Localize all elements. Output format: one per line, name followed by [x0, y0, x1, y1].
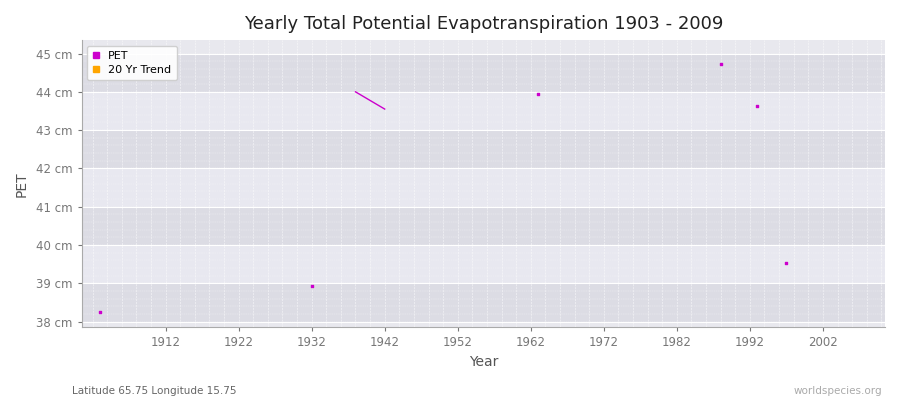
PET: [531, 90, 545, 97]
PET: [304, 283, 319, 289]
PET: [714, 61, 728, 68]
PET: [779, 260, 794, 266]
Y-axis label: PET: PET: [15, 171, 29, 196]
Text: worldspecies.org: worldspecies.org: [794, 386, 882, 396]
Text: Latitude 65.75 Longitude 15.75: Latitude 65.75 Longitude 15.75: [72, 386, 237, 396]
Bar: [82, 283, 885, 322]
PET: [750, 103, 764, 109]
Bar: [82, 245, 885, 283]
Bar: [82, 207, 885, 245]
Bar: [82, 168, 885, 207]
Title: Yearly Total Potential Evapotranspiration 1903 - 2009: Yearly Total Potential Evapotranspiratio…: [244, 15, 723, 33]
Bar: [82, 92, 885, 130]
X-axis label: Year: Year: [469, 355, 498, 369]
Legend: PET, 20 Yr Trend: PET, 20 Yr Trend: [87, 46, 177, 80]
Bar: [82, 130, 885, 168]
PET: [93, 309, 107, 315]
Bar: [82, 54, 885, 92]
